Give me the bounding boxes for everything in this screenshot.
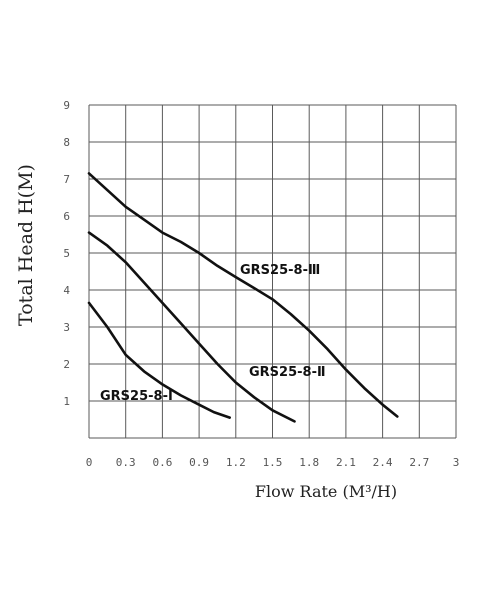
x-tick-label: 2.7 (409, 456, 429, 469)
y-tick-label: 9 (63, 99, 70, 112)
x-tick-label: 2.4 (373, 456, 393, 469)
y-tick-label: 7 (63, 173, 70, 186)
x-tick-label: 0.9 (189, 456, 209, 469)
y-tick-label: 1 (63, 395, 70, 408)
y-tick-label: 6 (63, 210, 70, 223)
series-label-grs25-8-iii: GRS25-8-Ⅲ (240, 263, 320, 278)
x-tick-label: 1.2 (226, 456, 246, 469)
x-tick-label: 1.8 (299, 456, 319, 469)
x-tick-labels: 0 0.3 0.6 0.9 1.2 1.5 1.8 2.1 2.4 2.7 3 (86, 456, 460, 469)
y-tick-label: 2 (63, 358, 70, 371)
y-tick-label: 4 (63, 284, 70, 297)
x-tick-label: 1.5 (263, 456, 283, 469)
pump-curves (87, 172, 399, 423)
series-line-1 (87, 301, 231, 419)
x-tick-label: 0.6 (152, 456, 172, 469)
x-tick-label: 0.3 (116, 456, 136, 469)
series-label-grs25-8-i: GRS25-8-Ⅰ (100, 389, 173, 404)
series-label-grs25-8-ii: GRS25-8-Ⅱ (249, 365, 326, 380)
x-tick-label: 0 (86, 456, 93, 469)
chart-grid (88, 104, 457, 439)
series-line-2 (87, 231, 296, 423)
y-tick-label: 3 (63, 321, 70, 334)
x-tick-label: 2.1 (336, 456, 356, 469)
y-tick-labels: 1 2 3 4 5 6 7 8 9 (63, 99, 70, 408)
x-axis-title: Flow Rate (M³/H) (255, 482, 397, 501)
series-line-3 (87, 172, 399, 418)
y-axis-title: Total Head H(M) (15, 164, 37, 326)
x-tick-label: 3 (453, 456, 460, 469)
y-tick-label: 8 (63, 136, 70, 149)
y-tick-label: 5 (63, 247, 70, 260)
